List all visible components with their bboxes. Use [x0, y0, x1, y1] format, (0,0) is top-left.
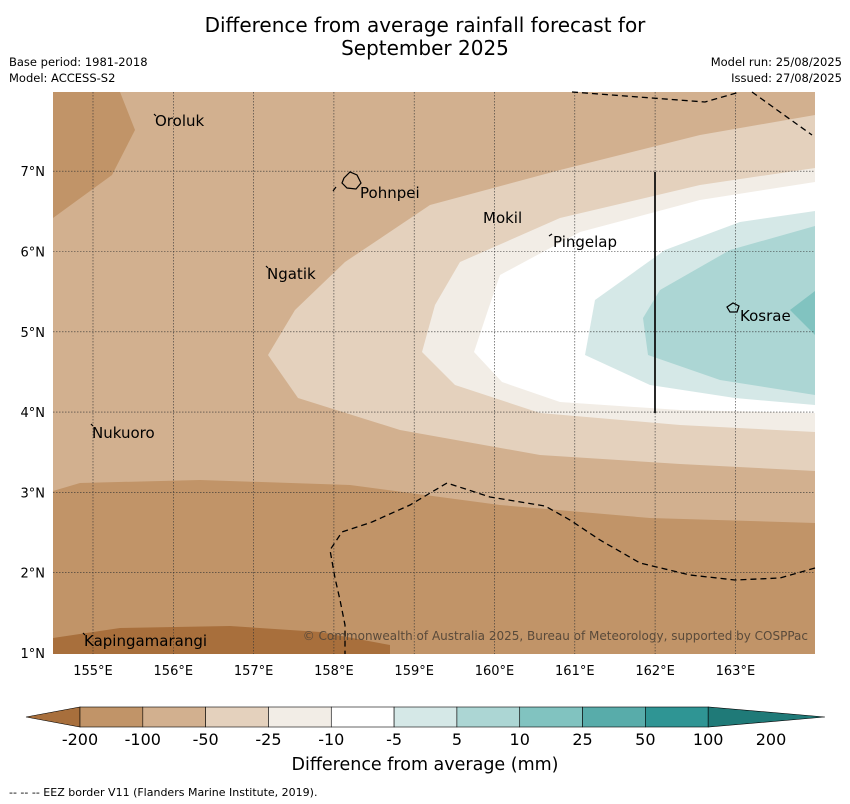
- copyright-text: © Commonwealth of Australia 2025, Bureau…: [303, 629, 808, 643]
- place-oroluk: Oroluk: [155, 112, 204, 130]
- colorbar-segment: [393, 706, 458, 728]
- colorbar-segment: [582, 706, 646, 728]
- issued-text: Issued: 27/08/2025: [731, 71, 842, 85]
- colorbar-tick-label: 50: [635, 730, 655, 749]
- pingelap-mark: [548, 233, 553, 237]
- fill-minus100-northwest: [53, 92, 135, 218]
- oroluk-mark: [153, 113, 157, 117]
- colorbar-tick-label: 200: [756, 730, 787, 749]
- place-mokil: Mokil: [483, 209, 522, 227]
- title-line-2: September 2025: [341, 36, 509, 60]
- meta-left: Base period: 1981-2018 Model: ACCESS-S2: [9, 54, 148, 86]
- contour-fills: [53, 92, 815, 654]
- colorbar-extend-low: [25, 706, 81, 728]
- colorbar-segment: [456, 706, 521, 728]
- colorbar-segment: [645, 706, 709, 728]
- lat-label: 6°N: [21, 246, 46, 261]
- colorbar-tick-label: -50: [193, 730, 219, 749]
- ngatik-mark: [265, 265, 269, 269]
- lon-label: 162°E: [635, 664, 675, 679]
- lon-label: 156°E: [154, 664, 194, 679]
- lon-label: 157°E: [234, 664, 274, 679]
- colorbar-tick-label: 100: [693, 730, 724, 749]
- lat-label: 7°N: [21, 165, 46, 180]
- colorbar-extend-high: [707, 706, 826, 728]
- graticule: [53, 92, 815, 654]
- eez-border-south: [329, 482, 816, 654]
- meta-right: Model run: 25/08/2025 Issued: 27/08/2025: [711, 54, 842, 86]
- eez-border-north: [571, 91, 813, 136]
- colorbar-tick-label: 5: [452, 730, 462, 749]
- eez-borders: [329, 91, 816, 654]
- nukuoro-mark: [90, 423, 94, 427]
- kosrae-outline: [726, 302, 740, 313]
- pohnpei-outline: [341, 171, 362, 190]
- lat-label: 4°N: [21, 406, 46, 421]
- fill-minus200-south: [53, 626, 390, 654]
- fill-minus100-south: [53, 480, 815, 654]
- lat-label: 5°N: [21, 326, 46, 341]
- page-title: Difference from average rainfall forecas…: [0, 14, 850, 60]
- lon-label: 161°E: [555, 664, 595, 679]
- colorbar-tick-label: -100: [125, 730, 161, 749]
- lat-label: 1°N: [21, 647, 46, 662]
- model-text: Model: ACCESS-S2: [9, 71, 116, 85]
- colorbar-segment: [79, 706, 144, 728]
- lat-label: 3°N: [21, 486, 46, 501]
- colorbar-title: Difference from average (mm): [291, 755, 559, 775]
- colorbar-tick-label: -10: [318, 730, 344, 749]
- rainfall-map: Oroluk Pohnpei Mokil Pingelap Ngatik Kos…: [21, 91, 826, 749]
- colorbar-segment: [205, 706, 269, 728]
- place-labels: Oroluk Pohnpei Mokil Pingelap Ngatik Kos…: [84, 112, 791, 650]
- colorbar-segment: [142, 706, 206, 728]
- colorbar-tick-label: -5: [386, 730, 402, 749]
- lon-label: 158°E: [314, 664, 354, 679]
- colorbar-tick-label: 25: [572, 730, 592, 749]
- place-pingelap: Pingelap: [553, 233, 617, 251]
- place-ngatik: Ngatik: [267, 265, 316, 283]
- place-kosrae: Kosrae: [740, 307, 791, 325]
- longitude-labels: 155°E 156°E 157°E 158°E 159°E 160°E 161°E 162°E…: [73, 664, 755, 679]
- islands: [82, 113, 740, 636]
- base-period-text: Base period: 1981-2018: [9, 55, 148, 69]
- lon-label: 160°E: [475, 664, 515, 679]
- lon-label: 155°E: [73, 664, 113, 679]
- title-line-1: Difference from average rainfall forecas…: [204, 13, 646, 37]
- place-nukuoro: Nukuoro: [92, 424, 155, 442]
- colorbar-segment: [330, 706, 395, 728]
- colorbar: -200 -100 -50 -25 -10 -5 5 10 25 50 100 200: [25, 706, 826, 749]
- fill-plus50: [790, 291, 815, 335]
- lon-label: 163°E: [716, 664, 756, 679]
- colorbar-tick-label: 10: [510, 730, 530, 749]
- colorbar-tick-label: -200: [62, 730, 98, 749]
- lat-label: 2°N: [21, 567, 46, 582]
- islet-mark: [332, 186, 337, 192]
- kapingamarangi-mark: [82, 632, 86, 636]
- latitude-labels: 1°N 2°N 3°N 4°N 5°N 6°N 7°N: [21, 165, 46, 662]
- model-run-text: Model run: 25/08/2025: [710, 55, 842, 69]
- colorbar-tick-label: -25: [255, 730, 281, 749]
- colorbar-segment: [268, 706, 332, 728]
- colorbar-segment: [519, 706, 583, 728]
- lon-label: 159°E: [394, 664, 434, 679]
- eez-note: -- -- -- EEZ border V11 (Flanders Marine…: [9, 786, 318, 799]
- place-kapingamarangi: Kapingamarangi: [84, 632, 207, 650]
- place-pohnpei: Pohnpei: [360, 184, 420, 202]
